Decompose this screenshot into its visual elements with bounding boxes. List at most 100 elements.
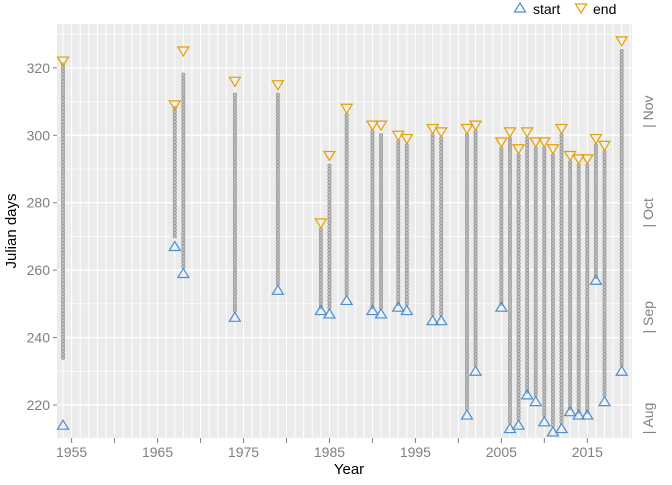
observation-dot (542, 328, 547, 333)
observation-dot (533, 210, 538, 215)
observation-dot (232, 204, 237, 209)
observation-dot (619, 227, 624, 232)
observation-dot (602, 291, 607, 296)
observation-dot (318, 281, 323, 286)
observation-dot (396, 244, 401, 249)
observation-dot (516, 308, 521, 313)
observation-dot (619, 183, 624, 188)
observation-dot (550, 338, 555, 343)
observation-dot (525, 234, 530, 239)
observation-dot (430, 301, 435, 306)
observation-dot (525, 382, 530, 387)
observation-dot (499, 264, 504, 269)
observation-dot (619, 166, 624, 171)
observation-dot (542, 166, 547, 171)
observation-dot (473, 210, 478, 215)
observation-dot (602, 301, 607, 306)
observation-dot (550, 210, 555, 215)
observation-dot (464, 237, 469, 242)
observation-dot (275, 193, 280, 198)
observation-dot (602, 193, 607, 198)
observation-dot (550, 349, 555, 354)
observation-dot (318, 268, 323, 273)
observation-dot (576, 288, 581, 293)
observation-dot (576, 220, 581, 225)
observation-dot (619, 241, 624, 246)
observation-dot (525, 251, 530, 256)
observation-dot (585, 261, 590, 266)
observation-dot (275, 278, 280, 283)
observation-dot (516, 345, 521, 350)
observation-dot (181, 106, 186, 111)
observation-dot (439, 264, 444, 269)
observation-dot (550, 200, 555, 205)
observation-dot (525, 237, 530, 242)
observation-dot (507, 281, 512, 286)
observation-dot (533, 308, 538, 313)
observation-dot (396, 177, 401, 182)
observation-dot (499, 268, 504, 273)
observation-dot (550, 288, 555, 293)
observation-dot (585, 190, 590, 195)
observation-dot (327, 295, 332, 300)
observation-dot (542, 193, 547, 198)
observation-dot (550, 247, 555, 252)
observation-dot (275, 241, 280, 246)
observation-dot (576, 190, 581, 195)
observation-dot (396, 143, 401, 148)
observation-dot (550, 177, 555, 182)
observation-dot (439, 170, 444, 175)
observation-dot (619, 345, 624, 350)
observation-dot (327, 231, 332, 236)
observation-dot (550, 328, 555, 333)
observation-dot (61, 106, 66, 111)
observation-dot (525, 160, 530, 165)
observation-dot (533, 193, 538, 198)
observation-dot (344, 210, 349, 215)
observation-dot (396, 251, 401, 256)
observation-dot (172, 234, 177, 239)
observation-dot (507, 237, 512, 242)
observation-dot (172, 224, 177, 229)
observation-dot (464, 278, 469, 283)
observation-dot (585, 389, 590, 394)
start-marker (469, 365, 483, 376)
observation-dot (542, 375, 547, 380)
observation-dot (499, 261, 504, 266)
observation-dot (327, 298, 332, 303)
observation-dot (61, 305, 66, 310)
observation-dot (344, 207, 349, 212)
observation-dot (344, 180, 349, 185)
observation-dot (576, 335, 581, 340)
observation-dot (275, 99, 280, 104)
observation-dot (593, 183, 598, 188)
observation-dot (550, 355, 555, 360)
observation-dot (172, 123, 177, 128)
observation-dot (516, 389, 521, 394)
observation-dot (473, 257, 478, 262)
legend-end-marker (574, 3, 588, 15)
observation-dot (464, 284, 469, 289)
observation-dot (542, 369, 547, 374)
observation-dot (542, 402, 547, 407)
observation-dot (61, 99, 66, 104)
observation-dot (542, 335, 547, 340)
observation-dot (593, 166, 598, 171)
observation-dot (61, 281, 66, 286)
observation-dot (379, 200, 384, 205)
observation-dot (542, 220, 547, 225)
observation-dot (619, 55, 624, 60)
observation-dot (318, 291, 323, 296)
observation-dot (507, 365, 512, 370)
observation-dot (619, 187, 624, 192)
observation-dot (232, 298, 237, 303)
observation-dot (379, 231, 384, 236)
observation-dot (344, 284, 349, 289)
observation-dot (379, 187, 384, 192)
observation-dot (404, 288, 409, 293)
observation-dot (61, 325, 66, 330)
observation-dot (576, 349, 581, 354)
start-marker (580, 408, 594, 420)
observation-dot (61, 220, 66, 225)
